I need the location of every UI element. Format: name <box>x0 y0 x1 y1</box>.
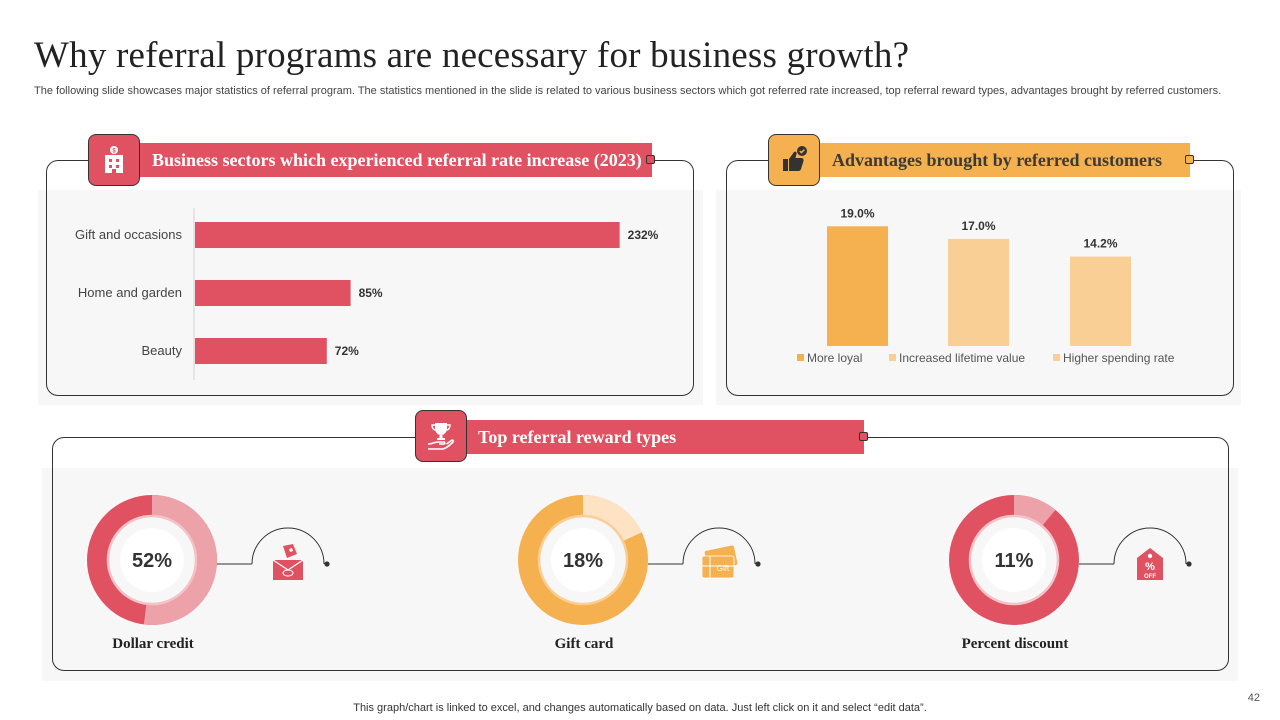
donut-slice-dollar-credit <box>143 495 218 625</box>
advantages-header-end-marker <box>1185 155 1194 164</box>
rewards-header-end-marker <box>859 432 868 441</box>
gift-card-text: Gift <box>717 564 730 573</box>
page-number: 42 <box>1247 692 1260 704</box>
donut-value-percent-discount: 11% <box>995 550 1034 572</box>
bar-home-and-garden <box>195 280 351 306</box>
category-label-beauty: Beauty <box>142 343 183 358</box>
donut-name-percent-discount: Percent discount <box>961 636 1069 652</box>
sectors-panel-header: Business sectors which experienced refer… <box>110 143 652 177</box>
legend-label-more-loyal: More loyal <box>807 351 862 365</box>
legend-label-increased-lifetime-value: Increased lifetime value <box>899 351 1025 365</box>
donut-center-dollar-credit <box>120 528 184 592</box>
donut-slice-gift-card <box>582 495 642 543</box>
donut-name-dollar-credit: Dollar credit <box>112 636 194 652</box>
slide-title: Why referral programs are necessary for … <box>34 35 910 76</box>
category-label-gift-and-occasions: Gift and occasions <box>75 227 182 242</box>
svg-text:$: $ <box>112 149 116 155</box>
value-label-increased-lifetime-value: 17.0% <box>961 219 995 233</box>
rewards-panel-header: Top referral reward types <box>440 420 864 454</box>
donut-value-gift-card: 18% <box>563 550 603 572</box>
trophy-hand-icon <box>415 410 467 462</box>
donut-name-gift-card: Gift card <box>554 636 614 652</box>
gift-card-ribbon <box>702 556 734 578</box>
value-label-gift-and-occasions: 232% <box>628 228 659 242</box>
building-dollar-icon: $ <box>88 134 140 186</box>
donut-value-dollar-credit: 52% <box>132 550 172 572</box>
donut-inner-ring-dollar-credit <box>106 514 198 606</box>
legend-label-higher-spending-rate: Higher spending rate <box>1063 351 1175 365</box>
sectors-panel-title: Business sectors which experienced refer… <box>152 149 642 170</box>
donut-center-percent-discount <box>982 528 1046 592</box>
legend-swatch-higher-spending-rate <box>1053 354 1060 361</box>
bar-higher-spending-rate <box>1070 256 1131 346</box>
bar-gift-and-occasions <box>195 222 620 248</box>
hand-note-mark <box>289 548 293 552</box>
bar-more-loyal <box>827 226 888 346</box>
category-label-home-and-garden: Home and garden <box>78 285 182 300</box>
donut-center-gift-card <box>551 528 615 592</box>
value-label-home-and-garden: 85% <box>359 286 383 300</box>
value-label-beauty: 72% <box>335 344 359 358</box>
sectors-bar-chart: Gift and occasions 232% Home and garden 85%… <box>75 208 659 380</box>
rewards-panel-title: Top referral reward types <box>478 426 677 447</box>
advantages-bar-chart: 19.0% 17.0% 14.2% More loyal Increased lifet… <box>797 206 1175 365</box>
advantages-panel-header: Advantages brought by referred customers <box>800 143 1190 177</box>
tag-hole <box>1147 553 1153 559</box>
icon-arc-dot-gift-card <box>755 561 761 567</box>
icon-arc-dollar-credit <box>251 527 325 565</box>
percent-tag-icon: %OFF <box>1137 548 1163 580</box>
slide-subtitle: The following slide showcases major stat… <box>34 85 1222 97</box>
donut-slice-percent-discount <box>1013 495 1056 528</box>
gift-card-icon: Gift <box>701 545 738 579</box>
donut-inner-ring-percent-discount <box>968 514 1060 606</box>
value-label-higher-spending-rate: 14.2% <box>1083 237 1117 251</box>
icon-arc-gift-card <box>682 527 756 565</box>
rewards-donut-charts: 52% 18% Gift 11% %OFF <box>87 495 1192 625</box>
legend-swatch-increased-lifetime-value <box>889 354 896 361</box>
tag-body <box>1137 548 1163 580</box>
envelope-coin <box>282 569 294 577</box>
sectors-header-end-marker <box>646 155 655 164</box>
bar-increased-lifetime-value <box>948 238 1009 346</box>
icon-arc-dot-percent-discount <box>1186 561 1192 567</box>
thumbs-up-badge-icon <box>768 134 820 186</box>
icon-arc-percent-discount <box>1113 527 1187 565</box>
tag-percent: % <box>1145 561 1155 573</box>
icon-arc-dot-dollar-credit <box>324 561 330 567</box>
advantages-panel-title: Advantages brought by referred customers <box>832 149 1162 170</box>
legend-swatch-more-loyal <box>797 354 804 361</box>
footnote: This graph/chart is linked to excel, and… <box>353 702 927 714</box>
money-envelope-icon <box>272 544 304 580</box>
bar-beauty <box>195 338 327 364</box>
tag-off: OFF <box>1144 574 1156 580</box>
value-label-more-loyal: 19.0% <box>840 206 874 220</box>
donut-inner-ring-gift-card <box>537 514 629 606</box>
